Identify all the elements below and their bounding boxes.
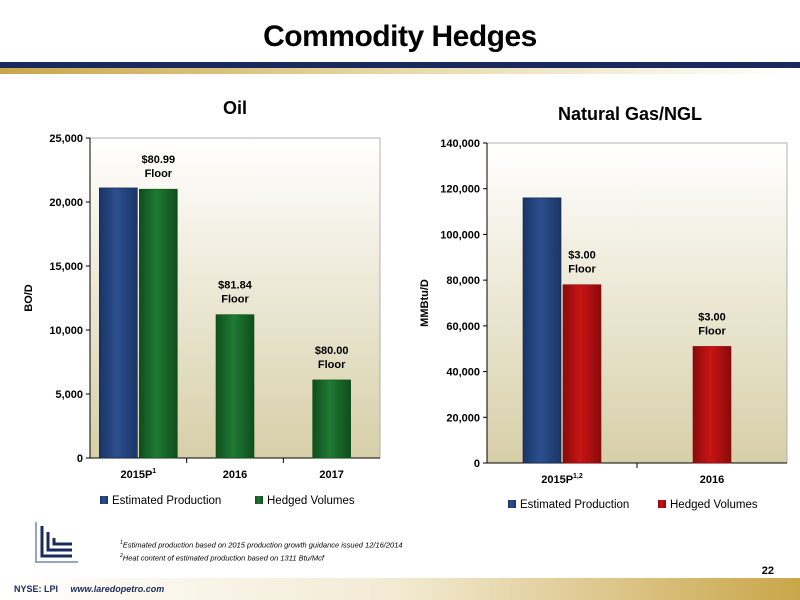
oil-chart-title: Oil [222, 98, 247, 118]
oil-y-axis-label: BO/D [23, 284, 35, 312]
gas-legend-swatch [508, 500, 516, 508]
gas-bar-hedged [562, 284, 602, 464]
oil-hedge-floor-label: Floor [221, 294, 249, 306]
oil-bar-estimated [99, 187, 138, 459]
oil-legend-swatch [100, 496, 108, 504]
gas-y-tick-label: 0 [474, 458, 480, 470]
website-link[interactable]: www.laredopetro.com [70, 584, 165, 594]
gas-legend-label: Estimated Production [520, 499, 629, 511]
laredo-logo-icon [35, 522, 78, 563]
footnote-1: 1Estimated production based on 2015 prod… [120, 540, 403, 550]
oil-bar-hedged [215, 314, 255, 459]
gas-legend: Estimated Production Hedged Volumes [508, 499, 758, 511]
oil-y-tick-label: 10,000 [49, 325, 83, 337]
oil-y-tick-label: 20,000 [49, 197, 83, 209]
gas-bar-estimated [522, 197, 562, 464]
footnotes: 1Estimated production based on 2015 prod… [120, 538, 403, 563]
oil-category-label: 2017 [319, 469, 343, 481]
oil-legend-label: Hedged Volumes [267, 495, 355, 507]
oil-chart: 0 5,000 10,000 15,000 20,000 25,000 BO/D $80.99… [23, 133, 381, 507]
gas-y-tick-label: 60,000 [446, 321, 480, 333]
oil-hedge-floor-label: Floor [145, 168, 173, 180]
gas-y-tick-label: 80,000 [446, 275, 480, 287]
gas-hedge-price-label: $3.00 [568, 250, 596, 262]
oil-y-tick-label: 25,000 [49, 133, 83, 145]
oil-hedge-floor-label: Floor [318, 359, 346, 371]
gas-chart: 0 20,000 40,000 60,000 80,000 100,000 120,000 1… [419, 138, 788, 511]
oil-hedge-price-label: $80.00 [315, 345, 349, 357]
gas-chart-title: Natural Gas/NGL [557, 104, 703, 124]
gas-y-tick-label: 140,000 [440, 138, 480, 150]
oil-bar-hedged [312, 379, 351, 459]
gas-legend-label: Hedged Volumes [670, 499, 758, 511]
footer-bar [0, 578, 800, 600]
gas-hedge-floor-label: Floor [568, 264, 596, 276]
page-number: 22 [761, 565, 774, 577]
gas-y-tick-label: 20,000 [446, 412, 480, 424]
page-title: Commodity Hedges [263, 20, 537, 53]
gas-legend-swatch [658, 500, 666, 508]
gas-y-tick-label: 100,000 [440, 229, 480, 241]
footer-text: NYSE: LPI www.laredopetro.com [14, 584, 164, 594]
gas-bar-hedged [692, 346, 732, 464]
oil-hedge-price-label: $80.99 [142, 154, 176, 166]
oil-category-label: 2016 [223, 469, 247, 481]
oil-y-tick-label: 15,000 [49, 261, 83, 273]
footnote-2: 2Heat content of estimated production ba… [120, 552, 325, 563]
oil-category-superscript: 1 [152, 468, 156, 475]
gas-hedge-floor-label: Floor [698, 325, 726, 337]
gas-y-tick-label: 40,000 [446, 367, 480, 379]
gas-category-label: 2015P1,2 [541, 473, 583, 486]
oil-legend-swatch [255, 496, 263, 504]
oil-category-label: 2015P1 [120, 468, 156, 481]
oil-hedge-price-label: $81.84 [218, 280, 253, 292]
gas-y-tick-label: 120,000 [440, 184, 480, 196]
ticker: NYSE: LPI [14, 584, 59, 594]
oil-legend: Estimated Production Hedged Volumes [100, 495, 355, 507]
title-divider-bar [0, 62, 800, 74]
oil-y-tick-label: 5,000 [55, 389, 83, 401]
gas-category-label: 2016 [700, 474, 724, 486]
gas-y-axis-label: MMBtu/D [419, 279, 431, 327]
gas-hedge-price-label: $3.00 [698, 311, 726, 323]
oil-y-tick-label: 0 [77, 453, 83, 465]
oil-legend-label: Estimated Production [112, 495, 221, 507]
oil-bar-hedged [139, 188, 178, 459]
gas-category-superscript: 1,2 [573, 473, 583, 480]
